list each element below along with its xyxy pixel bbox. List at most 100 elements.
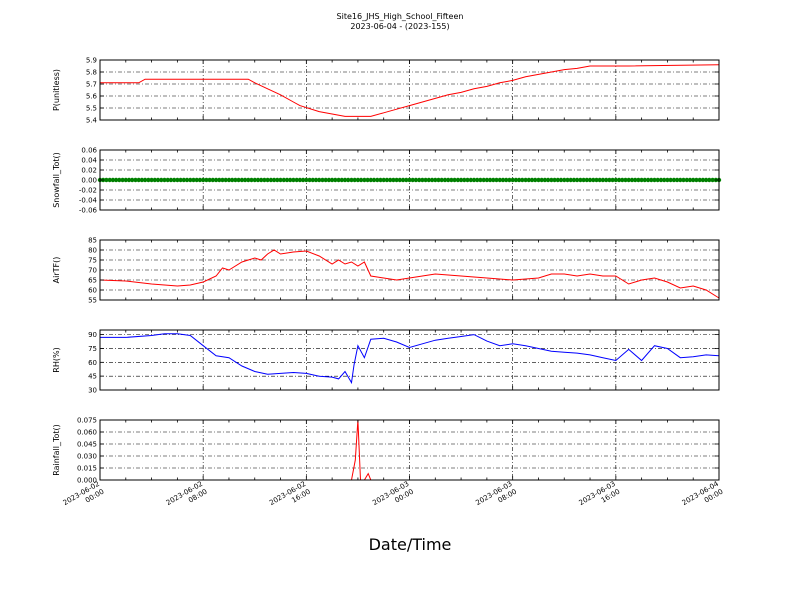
x-axis-ticks: 2023-06-0200:00 2023-06-0208:00 2023-06-02…	[62, 480, 725, 515]
chart-subtitle: 2023-06-04 - (2023-155)	[350, 22, 449, 31]
series-marker	[610, 177, 615, 183]
y-tick-label: 0.030	[77, 453, 97, 461]
series-marker	[478, 177, 483, 183]
series-marker	[178, 177, 183, 183]
series-marker	[433, 177, 438, 183]
series-marker	[371, 177, 377, 183]
series-marker	[394, 177, 399, 183]
series-marker	[381, 177, 386, 183]
series-marker	[436, 177, 441, 183]
series-marker	[552, 177, 557, 183]
y-tick-label: 5.5	[86, 105, 97, 113]
series-marker	[329, 177, 335, 183]
y-axis-label: RH(%)	[52, 347, 61, 372]
series-marker	[458, 177, 464, 183]
series-marker	[352, 177, 357, 183]
series-marker	[513, 177, 519, 183]
series-marker	[104, 177, 109, 183]
series-marker	[536, 177, 541, 183]
series-marker	[578, 177, 583, 183]
series-marker	[504, 177, 509, 183]
y-tick-label: 0.000	[77, 477, 97, 485]
series-marker	[642, 177, 647, 183]
y-tick-label: 5.4	[86, 117, 98, 125]
series-marker	[417, 177, 422, 183]
series-marker	[149, 177, 154, 183]
series-marker	[494, 177, 499, 183]
y-axis-label: AirTF()	[52, 257, 61, 284]
series-marker	[168, 177, 174, 183]
series-marker	[426, 177, 431, 183]
series-marker	[297, 177, 303, 183]
series-marker	[120, 177, 125, 183]
series-marker	[555, 177, 560, 183]
series-marker	[397, 177, 402, 183]
series-marker	[139, 177, 145, 183]
series-marker	[442, 177, 448, 183]
series-marker	[236, 177, 241, 183]
series-marker	[684, 177, 689, 183]
series-marker	[252, 177, 257, 183]
x-tick-label: 2023-06-0316:00	[578, 480, 622, 515]
y-tick-label: 5.8	[86, 69, 97, 77]
series-marker	[384, 177, 390, 183]
series-marker	[146, 177, 151, 183]
y-tick-label: 0.06	[81, 147, 97, 155]
series-marker	[326, 177, 332, 183]
series-marker	[275, 177, 280, 183]
series-marker	[439, 177, 444, 183]
series-marker	[181, 177, 186, 183]
series-marker	[665, 177, 670, 183]
series-marker	[545, 177, 551, 183]
series-marker	[491, 177, 496, 183]
series-marker	[629, 177, 635, 183]
y-tick-label: -0.06	[79, 207, 98, 215]
series-marker	[407, 177, 412, 183]
series-marker	[159, 177, 164, 183]
subplot-5: 0.000 0.015 0.030 0.045 0.060 0.075 Rainfall_T…	[52, 417, 720, 485]
series-marker	[597, 177, 602, 183]
x-tick-label: 2023-06-0208:00	[165, 480, 209, 515]
y-tick-label: -0.02	[79, 187, 97, 195]
series-marker	[204, 177, 209, 183]
subplots: 5.45.55.65.75.85.9P(unitless)-0.06-0.04-…	[52, 57, 722, 485]
series-marker	[152, 177, 157, 183]
series-marker	[175, 177, 180, 183]
series-marker	[645, 177, 651, 183]
series-marker	[278, 177, 283, 183]
series-marker	[400, 177, 406, 183]
series-marker	[623, 177, 628, 183]
series-line	[100, 333, 720, 385]
series-marker	[671, 177, 677, 183]
series-marker	[549, 177, 554, 183]
series-marker	[349, 177, 354, 183]
series-marker	[484, 177, 490, 183]
series-marker	[681, 177, 686, 183]
series-marker	[294, 177, 299, 183]
series-marker	[542, 177, 548, 183]
series-marker	[465, 177, 470, 183]
series-marker	[533, 177, 538, 183]
y-tick-label: 85	[88, 237, 97, 245]
series-marker	[462, 177, 467, 183]
series-marker	[604, 177, 609, 183]
series-marker	[678, 177, 683, 183]
series-marker	[223, 177, 228, 183]
series-marker	[259, 177, 264, 183]
x-tick-label: 2023-06-0200:00	[62, 480, 106, 515]
series-marker	[413, 177, 419, 183]
x-tick-label: 2023-06-0216:00	[268, 480, 312, 515]
series-marker	[529, 177, 535, 183]
series-marker	[691, 177, 696, 183]
series-marker	[481, 177, 486, 183]
series-marker	[113, 177, 119, 183]
series-marker	[652, 177, 657, 183]
series-marker	[133, 177, 138, 183]
series-marker	[136, 177, 141, 183]
series-marker	[523, 177, 528, 183]
series-marker	[162, 177, 167, 183]
series-marker	[242, 177, 248, 183]
y-tick-label: 80	[88, 247, 97, 255]
series-marker	[262, 177, 267, 183]
series-marker	[697, 177, 702, 183]
